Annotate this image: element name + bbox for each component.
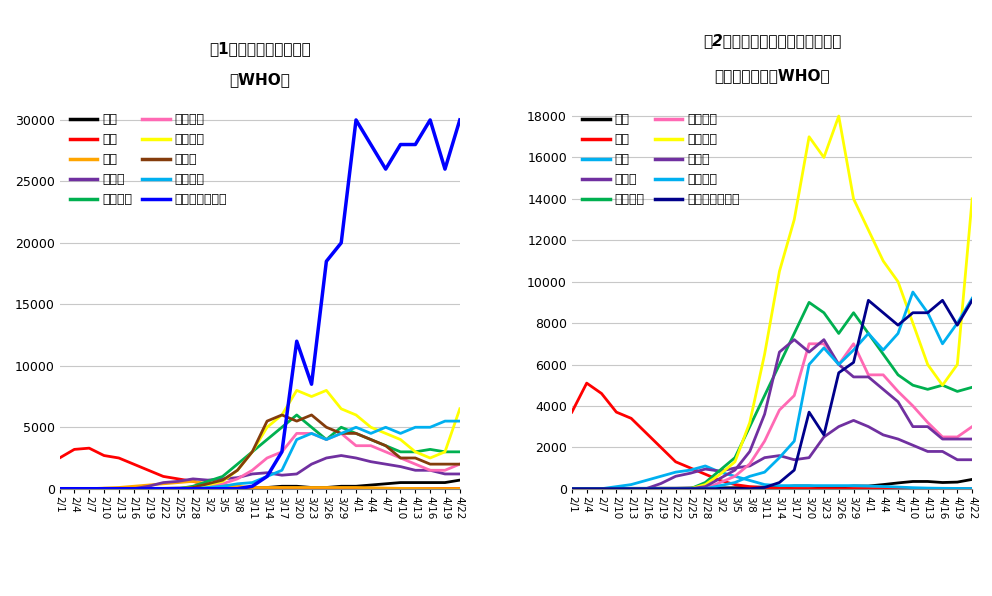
Text: 図2　各国の人口１億人あたりの: 図2 各国の人口１億人あたりの	[703, 33, 841, 48]
Text: 図1　各国の新規症例数: 図1 各国の新規症例数	[208, 41, 310, 56]
Text: （WHO）: （WHO）	[229, 73, 290, 88]
Legend: 日本, 中国, 韓国, イラン, イタリア, フランス, スペイン, ドイツ, イギリス, アメリカ合衆国: 日本, 中国, 韓国, イラン, イタリア, フランス, スペイン, ドイツ, …	[69, 113, 227, 206]
Legend: 日本, 中国, 韓国, イラン, イタリア, フランス, スペイン, ドイツ, イギリス, アメリカ合衆国: 日本, 中国, 韓国, イラン, イタリア, フランス, スペイン, ドイツ, …	[582, 113, 740, 206]
Text: 新規症例数　（WHO）: 新規症例数 （WHO）	[714, 69, 830, 83]
